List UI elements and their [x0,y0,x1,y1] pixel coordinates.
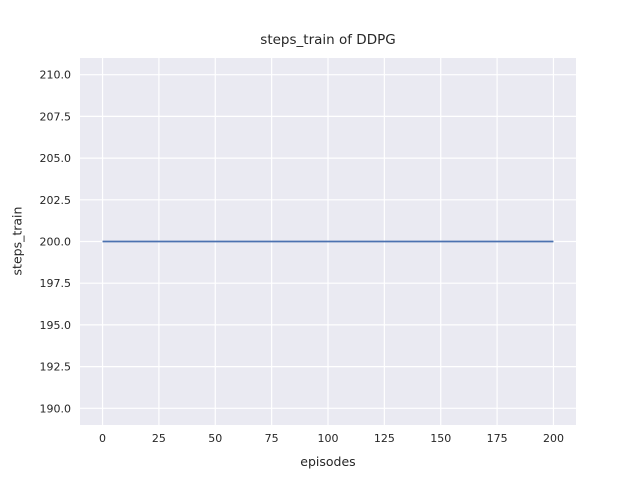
y-tick-label: 205.0 [40,152,72,165]
y-tick-label: 207.5 [40,110,72,123]
y-tick-label: 197.5 [40,277,72,290]
x-tick-label: 175 [487,432,508,445]
y-tick-label: 202.5 [40,194,72,207]
tick-labels: 0 25 50 75 100 125 150 175 200 190.0 192.5 195.0 197… [40,69,564,445]
y-tick-label: 210.0 [40,69,72,82]
x-tick-label: 150 [430,432,451,445]
x-axis-label: episodes [300,454,356,469]
x-tick-label: 125 [374,432,395,445]
x-tick-label: 0 [99,432,106,445]
y-tick-label: 195.0 [40,319,72,332]
x-tick-label: 75 [265,432,279,445]
y-tick-label: 200.0 [40,236,72,249]
y-axis-label: steps_train [9,206,25,276]
x-tick-label: 25 [152,432,166,445]
x-tick-label: 100 [318,432,339,445]
y-tick-label: 192.5 [40,361,72,374]
y-tick-label: 190.0 [40,402,72,415]
chart-title: steps_train of DDPG [260,32,396,48]
x-tick-label: 200 [543,432,564,445]
x-tick-label: 50 [208,432,222,445]
